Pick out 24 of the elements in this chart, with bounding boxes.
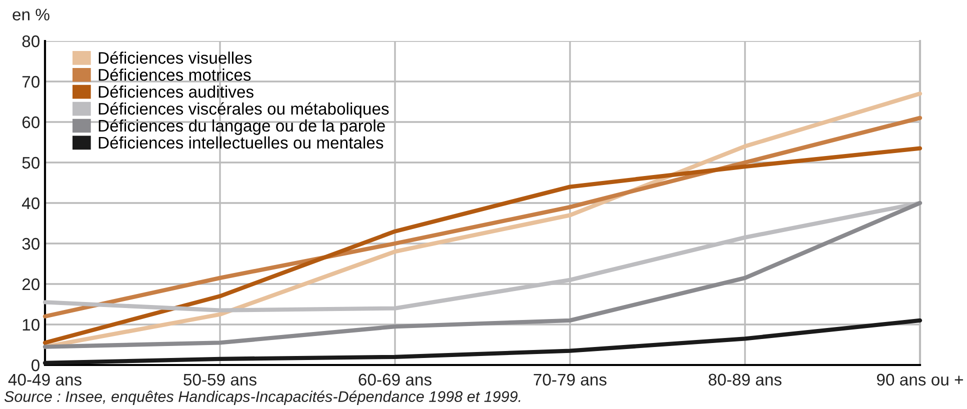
- y-tick-label: 70: [22, 76, 40, 88]
- y-tick-label: 20: [22, 278, 40, 290]
- legend-label: Déficiences intellectuelles ou mentales: [98, 136, 384, 149]
- x-tick-label: 50-59 ans: [184, 374, 256, 386]
- y-tick-label: 40: [22, 197, 40, 210]
- y-tick-label: 10: [22, 318, 40, 331]
- legend-label: Déficiences du langage ou de la parole: [98, 119, 385, 135]
- x-tick-label: 80-89 ans: [708, 374, 782, 386]
- legend-label: Déficiences visuelles: [98, 51, 252, 64]
- legend-label: Déficiences auditives: [98, 85, 254, 98]
- y-tick-label: 30: [22, 238, 40, 250]
- x-tick-label: 70-79 ans: [534, 374, 606, 386]
- y-tick-label: 60: [22, 116, 40, 128]
- source-note: Source : Insee, enquêtes Handicaps-Incapacités-Dépendance 1998 et 1999.: [4, 390, 520, 405]
- x-tick-label: 40-49 ans: [8, 374, 82, 386]
- y-tick-label: 80: [22, 35, 40, 48]
- legend-label: Déficiences viscérales ou métaboliques: [98, 102, 389, 118]
- y-tick-label: 50: [22, 156, 40, 169]
- y-axis-title: en %: [12, 8, 50, 20]
- x-tick-label: 60-69 ans: [358, 374, 432, 386]
- x-tick-label: 90 ans ou +: [876, 374, 963, 386]
- line-series: [42, 200, 922, 349]
- legend-label: Déficiences motrices: [98, 68, 251, 81]
- y-tick-label: 0: [32, 359, 40, 372]
